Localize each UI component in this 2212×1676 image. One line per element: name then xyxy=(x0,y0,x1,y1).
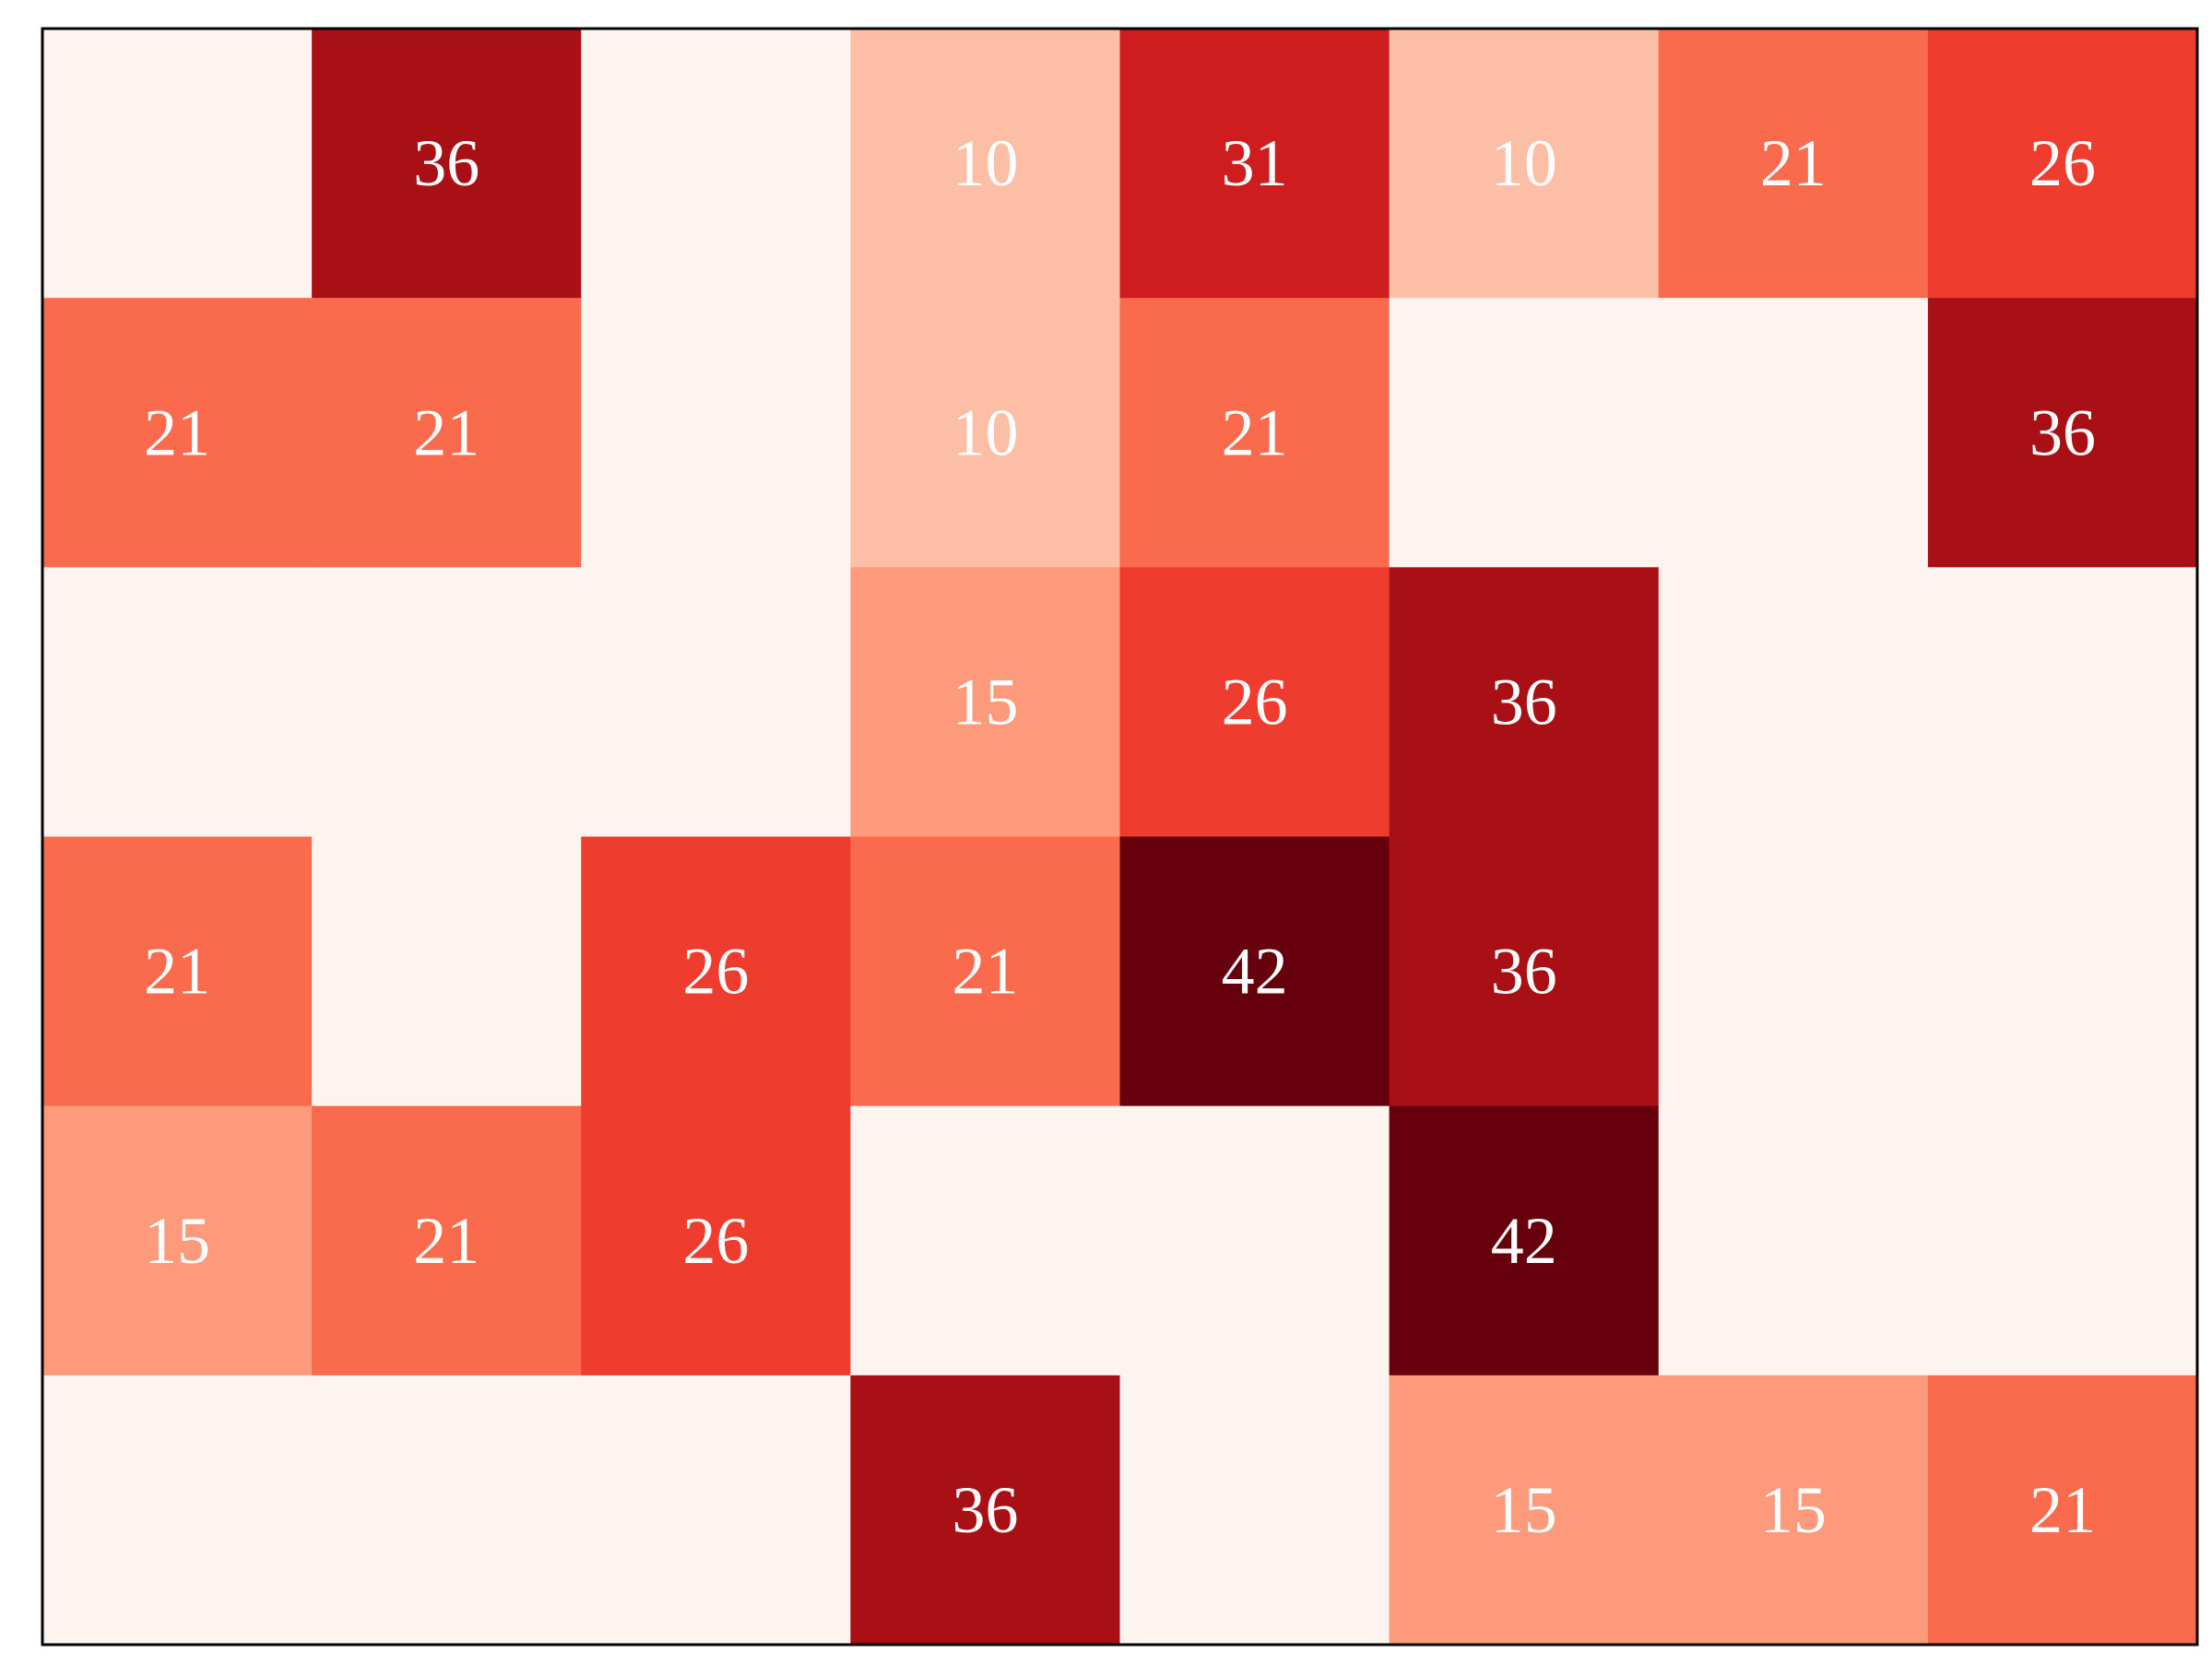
cell-value-label: 21 xyxy=(2029,1473,2096,1547)
heatmap-cell-r6-c4 xyxy=(850,1375,1121,1646)
heatmap-cell-r6-c5 xyxy=(1119,1375,1390,1646)
cell-value-label: 36 xyxy=(2029,395,2096,469)
cell-value-label: 10 xyxy=(952,126,1018,200)
cell-value-label: 36 xyxy=(413,126,479,200)
cell-value-label: 26 xyxy=(682,935,749,1009)
cell-value-label: 36 xyxy=(1491,935,1557,1009)
heatmap-cell-r6-c1 xyxy=(42,1375,313,1646)
cell-value-label: 10 xyxy=(952,395,1018,469)
cell-value-label: 15 xyxy=(144,1204,210,1278)
heatmap-cell-r6-c3 xyxy=(581,1375,851,1646)
heatmap-cell-r1-c6 xyxy=(1389,29,1660,299)
heatmap-value-labels: 36 10 31 10 21 26 21 21 10 21 36 15 26 36 21 26 21 42 36 15… xyxy=(144,126,2096,1547)
heatmap-cell-r4-c7 xyxy=(1658,836,1929,1107)
heatmap-cell-r2-c1 xyxy=(42,298,313,568)
heatmap-cell-r5-c5 xyxy=(1119,1105,1390,1376)
heatmap-cell-r1-c5 xyxy=(1119,29,1390,299)
heatmap-cells xyxy=(42,29,2198,1646)
cell-value-label: 42 xyxy=(1222,935,1288,1009)
heatmap-cell-r1-c1 xyxy=(42,29,313,299)
heatmap-cell-r2-c3 xyxy=(581,298,851,568)
cell-value-label: 15 xyxy=(1491,1473,1557,1547)
cell-value-label: 21 xyxy=(413,1204,479,1278)
heatmap-cell-r3-c3 xyxy=(581,567,851,838)
heatmap-cell-r4-c4 xyxy=(850,836,1121,1107)
cell-value-label: 21 xyxy=(144,935,210,1009)
cell-value-label: 21 xyxy=(1760,126,1827,200)
cell-value-label: 36 xyxy=(952,1473,1018,1547)
heatmap-cell-r3-c7 xyxy=(1658,567,1929,838)
cell-value-label: 10 xyxy=(1491,126,1557,200)
heatmap-cell-r4-c6 xyxy=(1389,836,1660,1107)
cell-value-label: 21 xyxy=(952,935,1018,1009)
heatmap-cell-r1-c4 xyxy=(850,29,1121,299)
heatmap-cell-r2-c7 xyxy=(1658,298,1929,568)
heatmap-cell-r1-c3 xyxy=(581,29,851,299)
heatmap-cell-r2-c2 xyxy=(312,298,582,568)
heatmap-cell-r5-c1 xyxy=(42,1105,313,1376)
heatmap-cell-r1-c7 xyxy=(1658,29,1929,299)
cell-value-label: 26 xyxy=(682,1204,749,1278)
cell-value-label: 26 xyxy=(2029,126,2096,200)
heatmap-cell-r4-c5 xyxy=(1119,836,1390,1107)
heatmap-cell-r5-c7 xyxy=(1658,1105,1929,1376)
heatmap-cell-r5-c6 xyxy=(1389,1105,1660,1376)
heatmap-cell-r2-c6 xyxy=(1389,298,1660,568)
heatmap-cell-r5-c3 xyxy=(581,1105,851,1376)
heatmap-cell-r2-c4 xyxy=(850,298,1121,568)
heatmap-cell-r6-c7 xyxy=(1658,1375,1929,1646)
cell-value-label: 21 xyxy=(144,395,210,469)
heatmap-cell-r4-c2 xyxy=(312,836,582,1107)
heatmap-cell-r3-c1 xyxy=(42,567,313,838)
heatmap-cell-r5-c2 xyxy=(312,1105,582,1376)
heatmap-cell-r3-c2 xyxy=(312,567,582,838)
cell-value-label: 15 xyxy=(952,665,1018,738)
heatmap-cell-r4-c8 xyxy=(1927,836,2198,1107)
heatmap-cell-r3-c5 xyxy=(1119,567,1390,838)
cell-value-label: 21 xyxy=(413,395,479,469)
cell-value-label: 26 xyxy=(1222,665,1288,738)
heatmap-cell-r6-c8 xyxy=(1927,1375,2198,1646)
plot-frame xyxy=(41,27,2199,1646)
heatmap-cell-r5-c4 xyxy=(850,1105,1121,1376)
heatmap-cell-r6-c6 xyxy=(1389,1375,1660,1646)
cell-value-label: 15 xyxy=(1760,1473,1827,1547)
heatmap-cell-r2-c8 xyxy=(1927,298,2198,568)
heatmap-cell-r4-c1 xyxy=(42,836,313,1107)
heatmap-cell-r1-c2 xyxy=(312,29,582,299)
heatmap-cell-r1-c8 xyxy=(1927,29,2198,299)
heatmap-cell-r3-c8 xyxy=(1927,567,2198,838)
heatmap-cell-r4-c3 xyxy=(581,836,851,1107)
cell-value-label: 42 xyxy=(1491,1204,1557,1278)
heatmap-cell-r6-c2 xyxy=(312,1375,582,1646)
heatmap-cell-r2-c5 xyxy=(1119,298,1390,568)
cell-value-label: 31 xyxy=(1222,126,1288,200)
heatmap-cell-r3-c4 xyxy=(850,567,1121,838)
heatmap-cell-r5-c8 xyxy=(1927,1105,2198,1376)
cell-value-label: 36 xyxy=(1491,665,1557,738)
heatmap-cell-r3-c6 xyxy=(1389,567,1660,838)
cell-value-label: 21 xyxy=(1222,395,1288,469)
